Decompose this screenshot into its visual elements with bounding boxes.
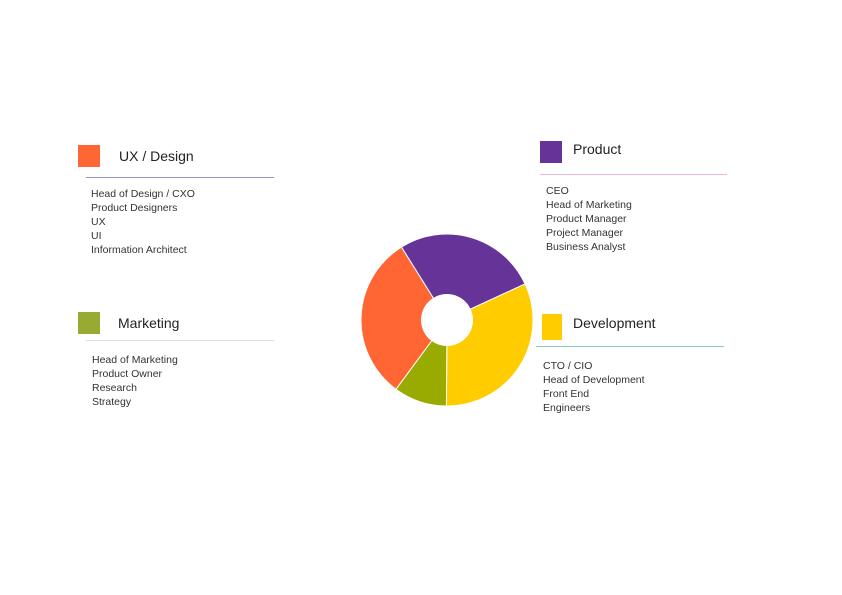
development-title: Development bbox=[573, 315, 656, 331]
list-item: UX bbox=[91, 216, 106, 228]
product-divider bbox=[540, 174, 727, 175]
list-item: Research bbox=[92, 382, 137, 394]
list-item: Head of Marketing bbox=[546, 199, 632, 211]
list-item: Information Architect bbox=[91, 244, 187, 256]
list-item: Head of Marketing bbox=[92, 354, 178, 366]
pie-slice-ux-design bbox=[360, 246, 448, 390]
pie-slice-product bbox=[400, 233, 526, 321]
list-item: Project Manager bbox=[546, 227, 624, 239]
marketing-title: Marketing bbox=[118, 315, 180, 331]
list-item: Head of Design / CXO bbox=[91, 188, 195, 200]
ux-design-title: UX / Design bbox=[119, 148, 194, 164]
list-item: Head of Development bbox=[543, 374, 645, 386]
list-item: Business Analyst bbox=[546, 241, 626, 253]
list-item: Strategy bbox=[92, 396, 132, 408]
product-color-swatch bbox=[540, 141, 562, 163]
development-color-swatch bbox=[542, 314, 562, 340]
development-divider bbox=[536, 346, 724, 347]
list-item: UI bbox=[91, 230, 102, 242]
list-item: Front End bbox=[543, 388, 590, 400]
development-role-list: CTO / CIO Head of Development Front End … bbox=[543, 359, 645, 415]
ux-design-divider bbox=[86, 177, 274, 178]
list-item: CEO bbox=[546, 185, 569, 197]
list-item: Product Manager bbox=[546, 213, 627, 225]
donut-hole bbox=[421, 294, 473, 346]
ux-design-color-swatch bbox=[78, 145, 100, 167]
marketing-divider bbox=[86, 340, 274, 341]
product-role-list: CEO Head of Marketing Product Manager Pr… bbox=[546, 184, 632, 254]
marketing-color-swatch bbox=[78, 312, 100, 334]
list-item: CTO / CIO bbox=[543, 360, 593, 372]
list-item: Engineers bbox=[543, 402, 591, 414]
ux-design-role-list: Head of Design / CXO Product Designers U… bbox=[91, 187, 195, 257]
list-item: Product Designers bbox=[91, 202, 178, 214]
list-item: Product Owner bbox=[92, 368, 163, 380]
marketing-role-list: Head of Marketing Product Owner Research… bbox=[92, 353, 178, 409]
product-title: Product bbox=[573, 141, 622, 157]
